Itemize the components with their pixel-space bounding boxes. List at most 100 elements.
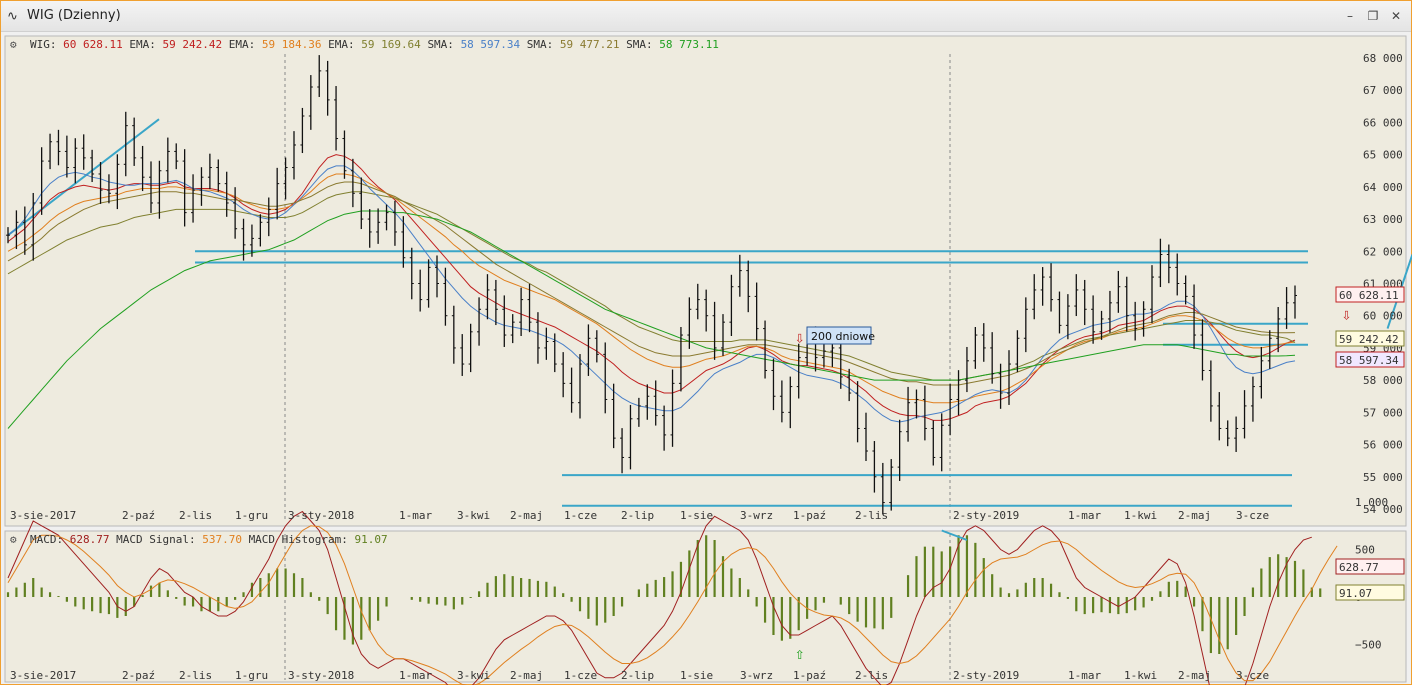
legend-label: EMA:: [129, 38, 162, 51]
settings-icon[interactable]: ⚙: [10, 38, 17, 51]
macd-series-line: [7, 525, 1338, 685]
date-tick-label: 3-kwi: [457, 669, 490, 682]
price-tick-label: 60 000: [1363, 310, 1403, 323]
date-tick-label: 2-paź: [122, 509, 155, 522]
legend-label: SMA:: [427, 38, 460, 51]
value-tag-text: 60 628.11: [1339, 289, 1399, 302]
date-tick-label: 2-paź: [122, 669, 155, 682]
date-tick-label: 1-sie: [680, 669, 713, 682]
value-tag-text: 628.77: [1339, 561, 1379, 574]
date-tick-label: 2-lis: [855, 509, 888, 522]
legend-label: MACD Signal:: [116, 533, 202, 546]
legend-value: 628.77: [70, 533, 116, 546]
price-panel-bg: [4, 35, 1407, 527]
date-tick-label: 1-mar: [399, 669, 432, 682]
moving-average-line: [7, 181, 1296, 386]
date-tick-label: 1-kwi: [1124, 669, 1157, 682]
value-tag-box: [1335, 330, 1405, 347]
moving-average-line: [7, 210, 1296, 429]
price-tick-label: 56 000: [1363, 439, 1403, 452]
minimize-icon[interactable]: –: [1347, 9, 1353, 23]
price-axis: 68 000 67 000 66 000 65 000 64 000 63 000 62 0…: [1363, 52, 1403, 516]
date-tick-label: 1-mar: [1068, 669, 1101, 682]
macd-tick-label: −500: [1355, 639, 1382, 652]
window-title: WIG (Dzienny): [27, 8, 121, 23]
close-icon[interactable]: ✕: [1390, 9, 1402, 23]
macd-trend-line: [941, 529, 968, 541]
legend-label: WIG:: [30, 38, 63, 51]
moving-averages: [7, 154, 1296, 429]
price-tick-label: 63 000: [1363, 213, 1403, 226]
price-bars: [6, 55, 1297, 515]
date-tick-label: 2-maj: [510, 669, 543, 682]
price-tick-label: 66 000: [1363, 116, 1403, 129]
legend-label: MACD:: [30, 533, 70, 546]
date-tick-label: 3-sie-2017: [10, 669, 76, 682]
date-tick-label: 3-cze: [1236, 509, 1269, 522]
settings-icon[interactable]: ⚙: [10, 533, 17, 546]
legend-value: 59 184.36: [262, 38, 328, 51]
date-tick-label: 2-lis: [179, 509, 212, 522]
value-tag-text: 91.07: [1339, 587, 1372, 600]
date-tick-label: 2-lip: [621, 669, 654, 682]
legend-value: 58 773.11: [659, 38, 719, 51]
value-tag-box: [1335, 351, 1405, 368]
arrow-down-icon: ⇩: [1341, 309, 1351, 323]
date-tick-label: 3-cze: [1236, 669, 1269, 682]
annotation-box[interactable]: [806, 326, 872, 345]
date-tick-label: 1-paź: [793, 509, 826, 522]
date-tick-label: 3-sty-2018: [288, 669, 354, 682]
legend-label: SMA:: [527, 38, 560, 51]
annotation-label: 200 dniowe: [811, 330, 875, 343]
arrow-down-icon: ⇩: [795, 331, 805, 345]
value-tag-box: [1335, 558, 1405, 575]
date-tick-label: 1-cze: [564, 669, 597, 682]
date-tick-label: 2-maj: [1178, 669, 1211, 682]
date-tick-label: 1-paź: [793, 669, 826, 682]
date-tick-label: 1-cze: [564, 509, 597, 522]
legend-value: 60 628.11: [63, 38, 129, 51]
price-legend: WIG: 60 628.11 EMA: 59 242.42 EMA: 59 18…: [30, 38, 719, 51]
moving-average-line: [7, 165, 1296, 423]
legend-label: SMA:: [626, 38, 659, 51]
date-tick-label: 2-sty-2019: [953, 509, 1019, 522]
price-tick-label: 62 000: [1363, 245, 1403, 258]
date-tick-label: 2-sty-2019: [953, 669, 1019, 682]
legend-label: MACD Histogram:: [249, 533, 355, 546]
price-tick-label: 64 000: [1363, 181, 1403, 194]
annotations: ⇩ ⇩ ⇧: [795, 309, 1352, 662]
date-tick-label: 2-maj: [1178, 509, 1211, 522]
legend-value: 59 169.64: [361, 38, 427, 51]
price-tick-label: 58 000: [1363, 374, 1403, 387]
macd-histogram: [6, 535, 1322, 654]
chart-icon: ∿: [7, 9, 18, 24]
value-tag-box: [1335, 286, 1405, 303]
date-tick-label: 1-mar: [399, 509, 432, 522]
price-tick-label: 54 000: [1363, 503, 1403, 516]
date-tick-label: 3-wrz: [740, 509, 773, 522]
date-tick-label: 2-lip: [621, 509, 654, 522]
value-tag-box: [1335, 584, 1405, 601]
value-tag-text: 59 242.42: [1339, 333, 1399, 346]
date-tick-label: 1-gru: [235, 509, 268, 522]
price-tick-label: 67 000: [1363, 84, 1403, 97]
macd-tick-label: 1 000: [1355, 496, 1388, 509]
macd-legend: MACD: 628.77 MACD Signal: 537.70 MACD Hi…: [30, 533, 388, 546]
macd-series-line: [7, 510, 1312, 685]
date-tick-label: 2-maj: [510, 509, 543, 522]
date-tick-label: 3-sie-2017: [10, 509, 76, 522]
date-tick-label: 3-kwi: [457, 509, 490, 522]
moving-average-line: [7, 154, 1296, 421]
date-axis: 3-sie-2017 3-sie-2017 2-paź 2-paź 2-lis 2-lis…: [10, 509, 1269, 682]
arrow-up-icon: ⇧: [795, 648, 805, 662]
value-tag-text: 58 597.34: [1339, 354, 1399, 367]
legend-value: 59 242.42: [162, 38, 228, 51]
date-tick-label: 2-lis: [855, 669, 888, 682]
restore-icon[interactable]: ❐: [1367, 9, 1379, 23]
date-tick-label: 1-sie: [680, 509, 713, 522]
moving-average-line: [7, 173, 1296, 404]
title-bar: ∿ WIG (Dzienny) – ❐ ✕: [1, 1, 1411, 32]
macd-axis: 1 0005000−500−1 000: [1355, 496, 1388, 652]
price-tick-label: 55 000: [1363, 471, 1403, 484]
legend-label: EMA:: [328, 38, 361, 51]
